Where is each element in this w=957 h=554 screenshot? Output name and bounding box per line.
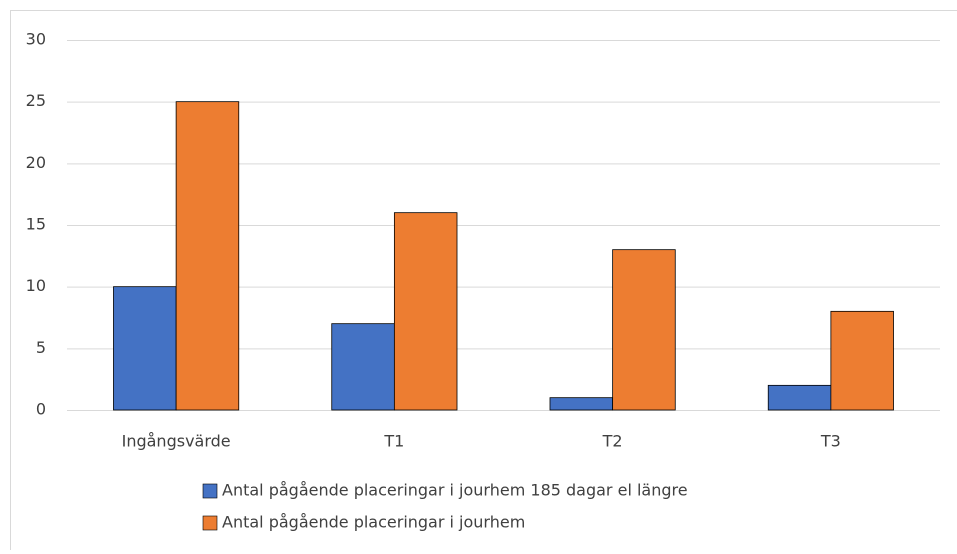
legend-swatch	[203, 484, 217, 498]
x-tick-label: T2	[602, 432, 623, 451]
bar	[613, 250, 676, 410]
legend-swatch	[203, 516, 217, 530]
y-tick-label: 10	[26, 276, 46, 295]
x-tick-label: T3	[820, 432, 841, 451]
y-tick-label: 25	[26, 91, 46, 110]
x-tick-label: T1	[383, 432, 404, 451]
bar	[768, 385, 831, 410]
y-tick-label: 0	[36, 400, 46, 419]
bar	[332, 324, 395, 410]
legend-label: Antal pågående placeringar i jourhem 185…	[222, 481, 688, 500]
bar	[831, 311, 894, 410]
x-tick-label: Ingångsvärde	[122, 432, 231, 451]
bar	[394, 213, 457, 410]
chart-frame	[11, 11, 957, 551]
bar	[550, 398, 613, 410]
y-tick-label: 30	[26, 30, 46, 49]
y-tick-label: 15	[26, 215, 46, 234]
bar	[176, 102, 239, 410]
legend-label: Antal pågående placeringar i jourhem	[222, 513, 525, 532]
bar	[113, 287, 176, 410]
y-tick-label: 20	[26, 153, 46, 172]
y-tick-label: 5	[36, 338, 46, 357]
